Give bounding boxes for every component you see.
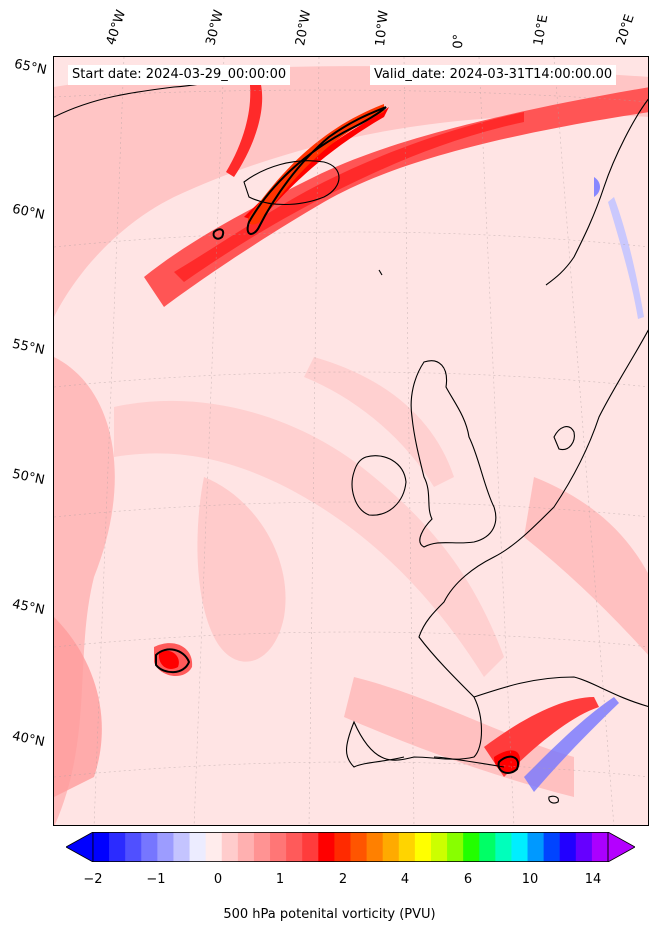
lon-label-10w: 10°W: [373, 9, 392, 48]
start-date-label: Start date: 2024-03-29_00:00:00: [68, 65, 291, 85]
colorbar-tick: 0: [213, 872, 223, 887]
colorbar-tick: −1: [146, 872, 166, 887]
colorbar-swatch: [527, 832, 545, 862]
colorbar-max-extend: [607, 831, 636, 863]
colorbar-tick: 1: [275, 872, 285, 887]
lon-label-40w: 40°W: [103, 8, 130, 47]
colorbar-label: 500 hPa potenital vorticity (PVU): [223, 907, 436, 922]
colorbar-min-extend: [65, 831, 94, 863]
lon-label-20w: 20°W: [293, 9, 315, 48]
pv-field: [54, 57, 648, 825]
colorbar-swatch: [141, 832, 158, 862]
colorbar-tick: 14: [584, 872, 602, 887]
colorbar-swatch: [463, 832, 480, 862]
lat-label-50n: 50°N: [10, 466, 46, 489]
colorbar-tick: 10: [521, 872, 539, 887]
colorbar-swatch: [543, 832, 561, 862]
colorbar-swatch: [559, 832, 577, 862]
colorbar: [65, 831, 636, 863]
colorbar-swatch: [125, 832, 142, 862]
lat-label-40n: 40°N: [10, 728, 46, 751]
colorbar-swatch: [366, 832, 384, 862]
colorbar-swatch: [350, 832, 368, 862]
lon-label-30w: 30°W: [203, 8, 227, 47]
colorbar-swatch: [157, 832, 174, 862]
colorbar-tick: 2: [338, 872, 348, 887]
colorbar-swatch: [479, 832, 496, 862]
colorbar-swatch: [334, 832, 351, 862]
colorbar-tick: 6: [463, 872, 473, 887]
colorbar-outline: [92, 832, 609, 863]
lat-label-65n: 65°N: [12, 56, 48, 79]
colorbar-swatch: [430, 832, 448, 862]
lat-label-45n: 45°N: [10, 596, 46, 619]
lat-label-60n: 60°N: [10, 201, 46, 224]
colorbar-swatch: [270, 832, 287, 862]
colorbar-swatch: [205, 832, 223, 862]
colorbar-tick: 4: [400, 872, 410, 887]
map-panel: [53, 56, 649, 826]
colorbar-swatch: [511, 832, 529, 862]
colorbar-swatch: [414, 832, 432, 862]
colorbar-swatch: [286, 832, 303, 862]
colorbar-swatch: [318, 832, 335, 862]
colorbar-swatch: [253, 832, 271, 862]
lon-label-20e: 20°E: [613, 12, 638, 48]
lat-label-55n: 55°N: [10, 336, 46, 359]
colorbar-swatch: [302, 832, 319, 862]
colorbar-swatch: [237, 832, 255, 862]
colorbar-swatch: [173, 832, 191, 862]
colorbar-tick: −2: [83, 872, 103, 887]
colorbar-swatch: [93, 832, 110, 862]
colorbar-swatch: [221, 832, 239, 862]
colorbar-swatch: [382, 832, 400, 862]
lon-label-0: 0°: [451, 33, 467, 49]
colorbar-swatch: [447, 832, 464, 862]
colorbar-swatch: [398, 832, 416, 862]
colorbar-swatch: [591, 832, 609, 862]
colorbar-swatch: [109, 832, 126, 862]
colorbar-swatches: [65, 831, 636, 863]
colorbar-swatch: [189, 832, 207, 862]
colorbar-swatch: [495, 832, 512, 862]
lon-label-10e: 10°E: [531, 13, 552, 47]
valid-date-label: Valid_date: 2024-03-31T14:00:00.00: [370, 65, 617, 85]
colorbar-swatch: [575, 832, 593, 862]
